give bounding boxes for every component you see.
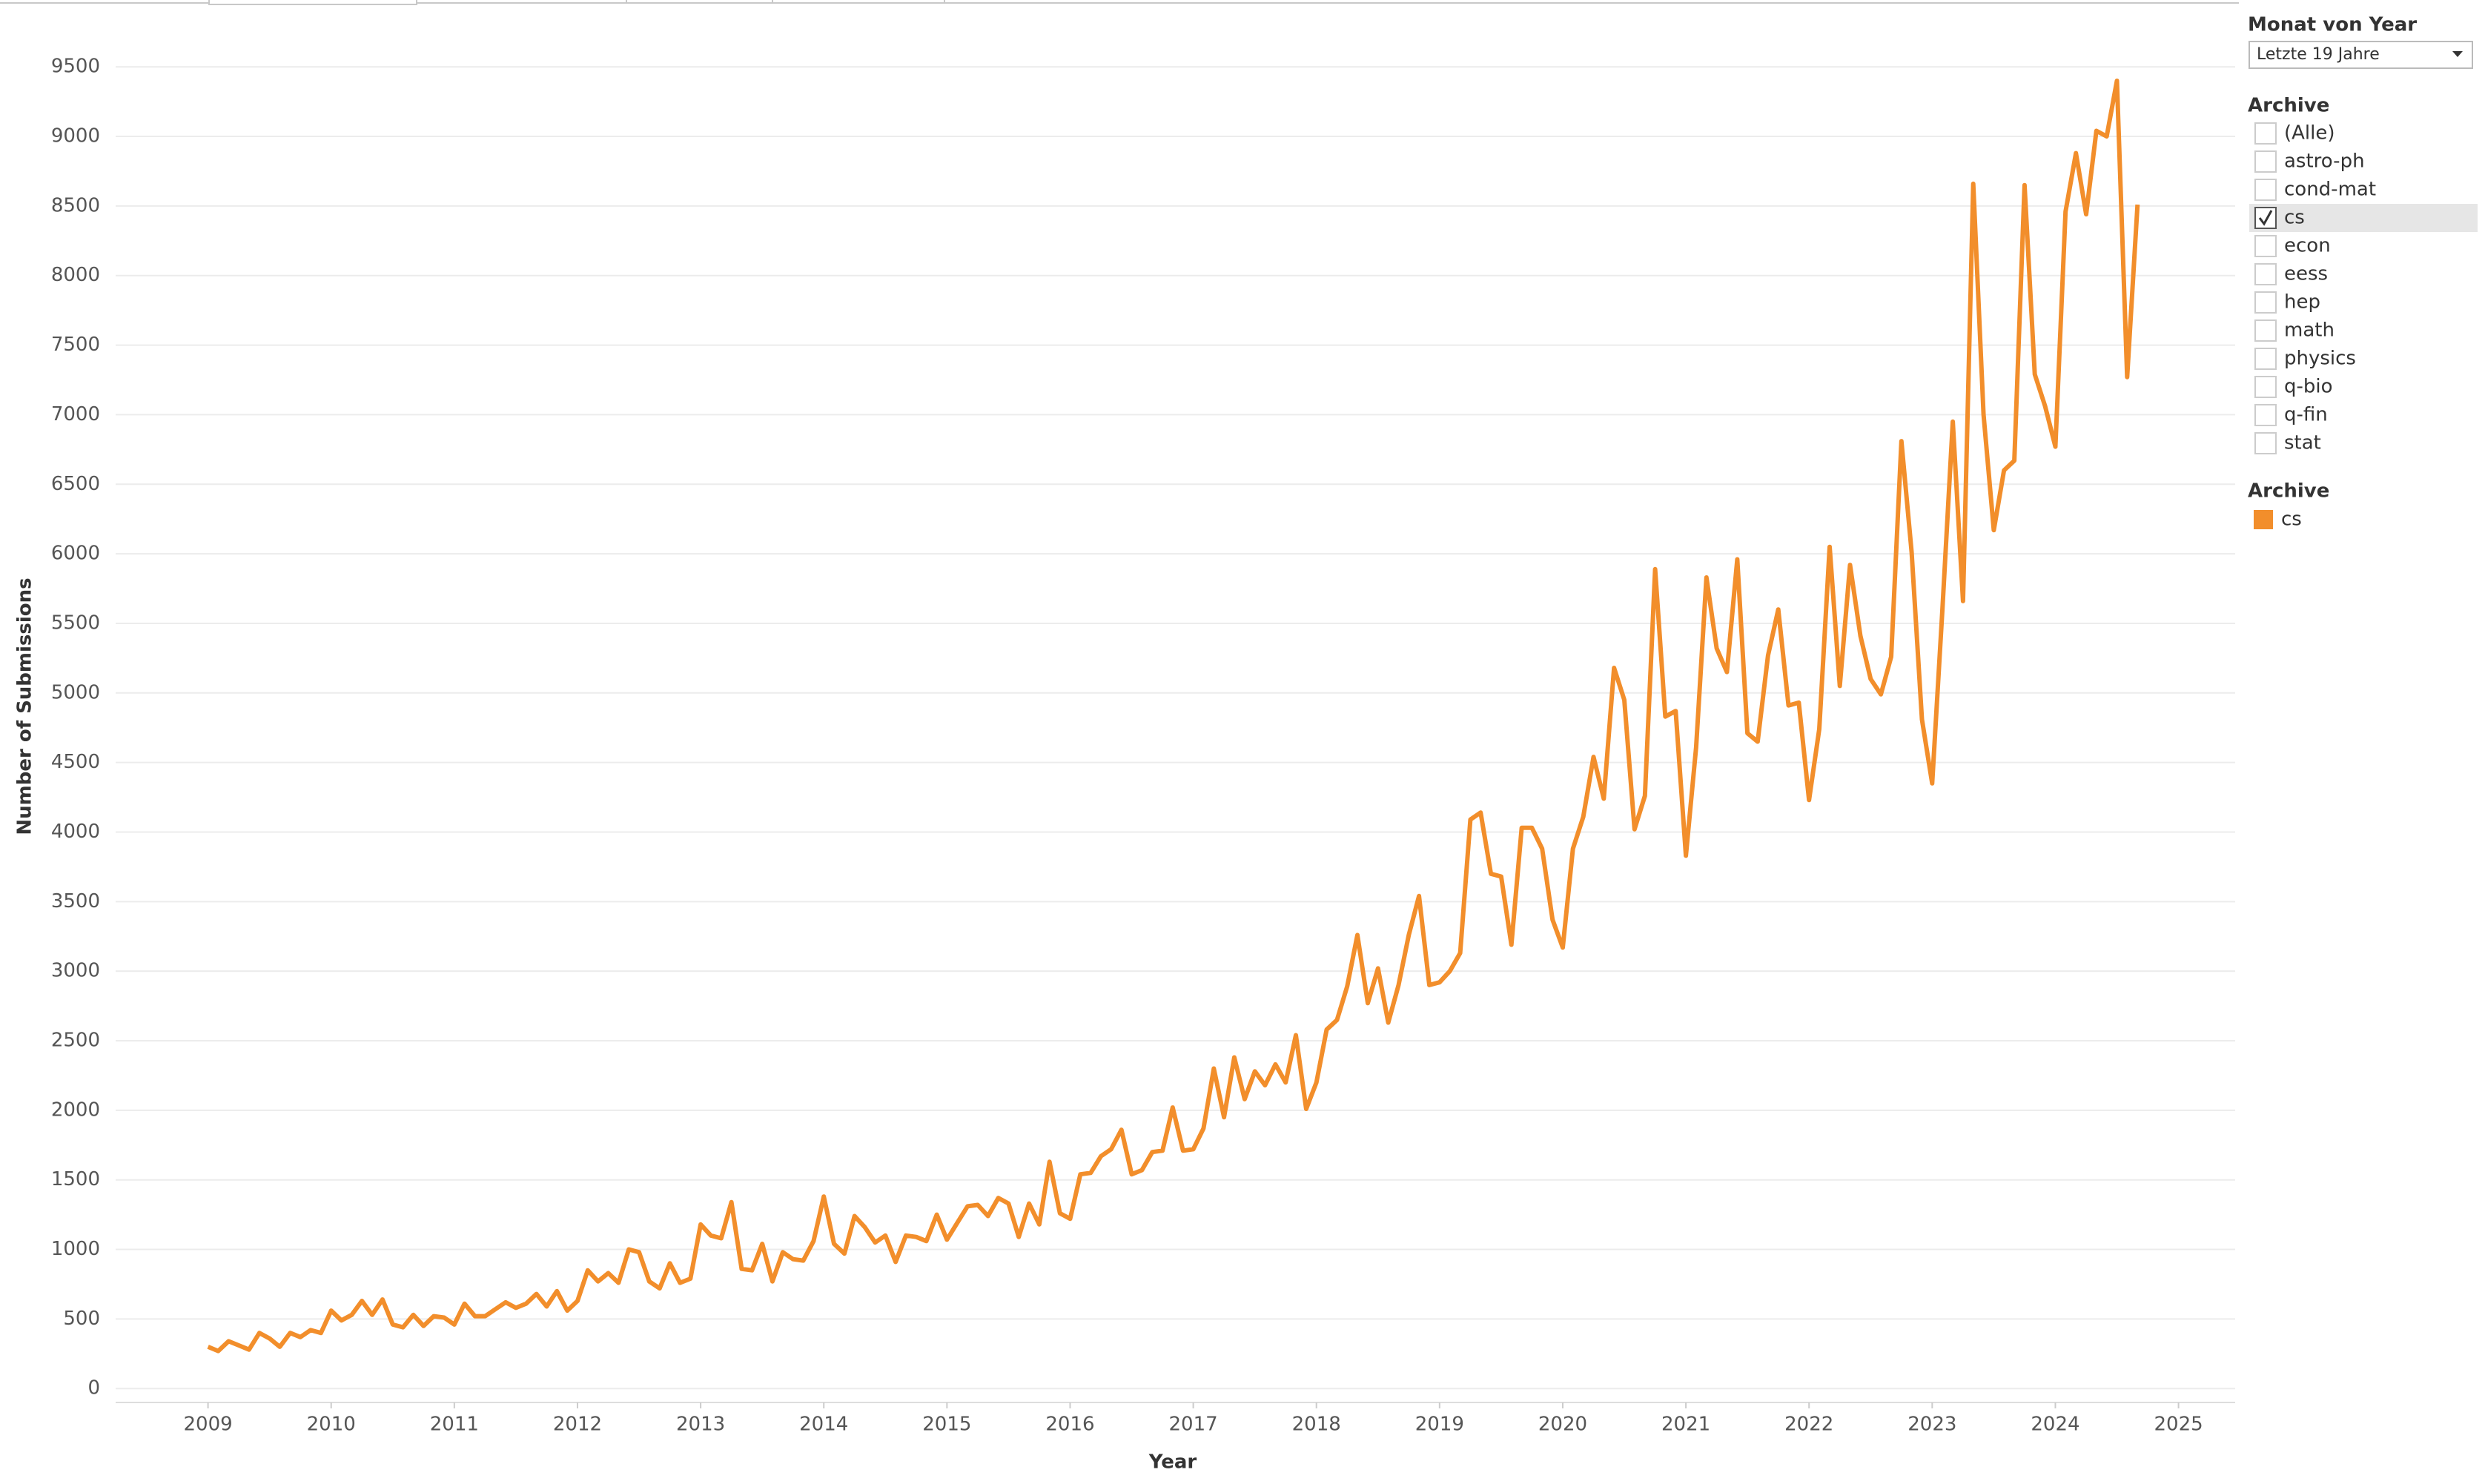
x-tick-label: 2010 <box>307 1414 356 1436</box>
filter-option[interactable]: econ <box>2284 235 2331 257</box>
x-tick-label: 2019 <box>1415 1414 1464 1436</box>
filter-option[interactable]: (Alle) <box>2284 122 2335 145</box>
filter-option[interactable]: q-bio <box>2284 376 2333 398</box>
y-tick-label: 4000 <box>51 821 100 843</box>
filter-option[interactable]: cs <box>2284 207 2305 229</box>
y-tick-label: 3000 <box>51 960 100 982</box>
x-tick-label: 2024 <box>2031 1414 2079 1436</box>
y-tick-label: 8000 <box>51 264 100 286</box>
y-tick-label: 7500 <box>51 334 100 356</box>
checkbox[interactable] <box>2254 263 2277 285</box>
filter-option[interactable]: hep <box>2284 291 2320 314</box>
x-tick-label: 2015 <box>922 1414 971 1436</box>
selected-row <box>2249 204 2478 232</box>
y-tick-label: 9000 <box>51 125 100 148</box>
x-axis-label: Year <box>1148 1451 1197 1474</box>
dropdown-value: Letzte 19 Jahre <box>2257 45 2380 64</box>
y-tick-label: 8500 <box>51 194 100 216</box>
y-axis-label: Number of Submissions <box>14 577 36 835</box>
filter-option[interactable]: math <box>2284 319 2335 342</box>
y-tick-label: 500 <box>63 1308 100 1330</box>
dropdown[interactable] <box>2249 41 2473 69</box>
x-tick-label: 2013 <box>676 1414 725 1436</box>
x-tick-label: 2014 <box>799 1414 848 1436</box>
x-tick-label: 2011 <box>430 1414 479 1436</box>
checkmark <box>2258 210 2273 226</box>
filter-option[interactable]: q-fin <box>2284 404 2328 426</box>
checkbox[interactable] <box>2254 150 2277 173</box>
y-tick-label: 2000 <box>51 1099 100 1121</box>
filter-option[interactable]: stat <box>2284 432 2321 454</box>
filter-option[interactable]: astro-ph <box>2284 150 2365 173</box>
x-tick-label: 2017 <box>1169 1414 1218 1436</box>
x-tick-label: 2020 <box>1538 1414 1587 1436</box>
y-tick-label: 6500 <box>51 473 100 495</box>
y-tick-label: 3500 <box>51 890 100 912</box>
x-tick-label: 2012 <box>553 1414 602 1436</box>
filter-option[interactable]: eess <box>2284 263 2328 285</box>
filter-option[interactable]: cond-mat <box>2284 179 2376 201</box>
filter-title: Monat von Year <box>2248 14 2417 36</box>
y-tick-label: 4500 <box>51 751 100 773</box>
y-tick-label: 5500 <box>51 612 100 634</box>
legend-swatch <box>2254 510 2273 529</box>
legend-label: cs <box>2281 509 2302 531</box>
line-series <box>207 79 2140 1354</box>
x-tick-label: 2018 <box>1292 1414 1341 1436</box>
checkbox[interactable] <box>2254 404 2277 426</box>
checkbox[interactable] <box>2254 235 2277 257</box>
x-tick-label: 2023 <box>1907 1414 1956 1436</box>
checkbox[interactable] <box>2254 207 2277 229</box>
filter-option[interactable]: physics <box>2284 348 2356 370</box>
checkbox[interactable] <box>2254 179 2277 201</box>
legend-title: Archive <box>2248 480 2329 503</box>
y-tick-label: 7000 <box>51 403 100 425</box>
checkbox[interactable] <box>2254 291 2277 314</box>
checkbox[interactable] <box>2254 376 2277 398</box>
checkbox[interactable] <box>2254 319 2277 342</box>
x-tick-label: 2021 <box>1661 1414 1710 1436</box>
checkbox[interactable] <box>2254 432 2277 454</box>
y-tick-label: 0 <box>87 1377 100 1399</box>
x-tick-label: 2025 <box>2154 1414 2203 1436</box>
x-tick-label: 2009 <box>184 1414 233 1436</box>
dropdown-arrow <box>2452 51 2463 57</box>
x-tick-label: 2016 <box>1045 1414 1094 1436</box>
x-tick-label: 2022 <box>1784 1414 1833 1436</box>
y-tick-label: 9500 <box>51 56 100 78</box>
tab[interactable] <box>208 0 417 5</box>
y-tick-label: 5000 <box>51 681 100 703</box>
checkbox[interactable] <box>2254 348 2277 370</box>
y-tick-label: 1500 <box>51 1168 100 1190</box>
checkbox[interactable] <box>2254 122 2277 145</box>
y-tick-label: 2500 <box>51 1030 100 1052</box>
y-tick-label: 1000 <box>51 1238 100 1260</box>
y-tick-label: 6000 <box>51 543 100 565</box>
filter-title: Archive <box>2248 95 2329 117</box>
